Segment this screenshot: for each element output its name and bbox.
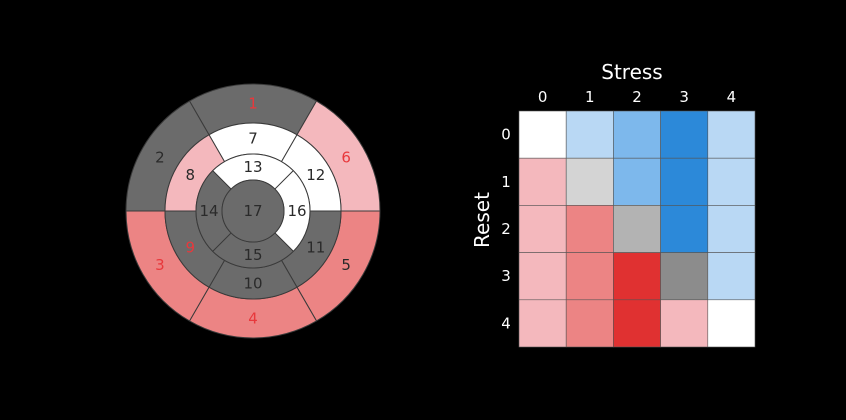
matrix-cell-1-0 [518,157,567,206]
matrix-cell-1-1 [565,157,614,206]
matrix-cell-0-1 [565,110,614,159]
y-tick-label: 0 [501,126,511,144]
segment-label-5: 5 [341,256,351,274]
segment-label-7: 7 [248,130,258,148]
segment-label-15: 15 [243,246,262,264]
x-tick-labels: 0 1 2 3 4 [538,88,736,106]
segment-label-16: 16 [287,202,306,220]
confusion-matrix: Stress Reset 0 1 2 3 4 0 1 2 3 4 [470,60,756,348]
y-axis-title: Reset [470,192,494,248]
matrix-cell-2-4 [707,205,756,253]
matrix-cell-1-2 [613,157,661,206]
segment-label-6: 6 [341,148,351,166]
matrix-cell-4-2 [613,299,661,348]
matrix-cell-1-3 [660,157,709,206]
segment-label-17: 17 [243,202,262,220]
y-tick-label: 2 [501,220,511,238]
segment-label-3: 3 [155,256,165,274]
segment-label-1: 1 [248,95,258,113]
matrix-cell-2-0 [518,205,567,253]
matrix-cell-4-4 [707,299,756,348]
matrix-cell-0-4 [707,110,756,159]
x-tick-label: 3 [679,88,689,106]
segment-label-4: 4 [248,310,258,328]
matrix-cells [518,110,756,348]
x-tick-label: 2 [632,88,642,106]
segment-label-12: 12 [306,166,325,184]
segment-label-2: 2 [155,148,165,166]
segment-label-14: 14 [199,202,218,220]
matrix-cell-3-3 [660,252,709,301]
matrix-cell-3-2 [613,252,661,301]
bullseye-segment-17 [221,179,285,243]
matrix-cell-1-4 [707,157,756,206]
segment-label-11: 11 [306,238,325,256]
x-tick-label: 1 [585,88,595,106]
matrix-cell-3-4 [707,252,756,301]
segment-label-13: 13 [243,158,262,176]
matrix-cell-2-2 [613,205,661,253]
segment-label-10: 10 [243,275,262,293]
y-tick-labels: 0 1 2 3 4 [501,126,511,333]
segment-label-9: 9 [185,238,195,256]
x-tick-label: 4 [727,88,737,106]
matrix-cell-4-3 [660,299,709,348]
y-tick-label: 4 [501,314,511,332]
x-tick-label: 0 [538,88,548,106]
matrix-cell-0-2 [613,110,661,159]
matrix-cell-0-3 [660,110,709,159]
segment-label-8: 8 [185,166,195,184]
y-tick-label: 1 [501,173,511,191]
matrix-cell-3-0 [518,252,567,301]
matrix-cell-2-3 [660,205,709,253]
matrix-cell-0-0 [518,110,567,159]
x-axis-title: Stress [601,60,662,84]
matrix-cell-3-1 [565,252,614,301]
matrix-cell-2-1 [565,205,614,253]
matrix-cell-4-1 [565,299,614,348]
y-tick-label: 3 [501,267,511,285]
matrix-cell-4-0 [518,299,567,348]
